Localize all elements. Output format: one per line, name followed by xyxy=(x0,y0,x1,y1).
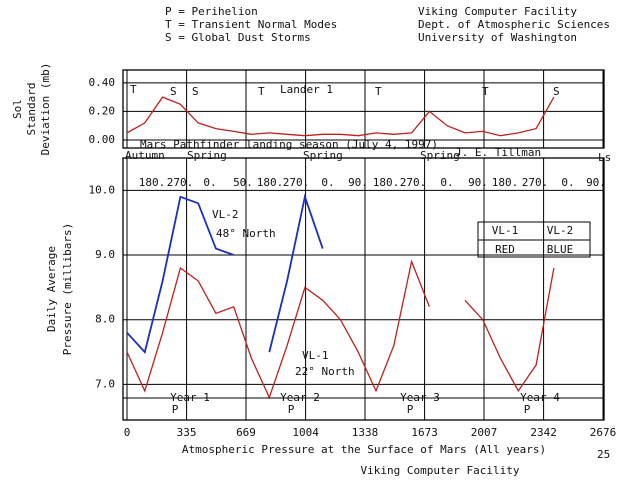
x-tick-label: 2007 xyxy=(471,426,498,439)
annotation: S xyxy=(170,85,177,98)
key-line: S = Global Dust Storms xyxy=(165,31,311,44)
annotation: Autumn xyxy=(125,149,165,162)
legend-entry: BLUE xyxy=(547,243,574,256)
series-line xyxy=(126,96,555,137)
annotation: S xyxy=(192,85,199,98)
annotation: 22° North xyxy=(295,365,355,378)
annotation: S xyxy=(553,85,560,98)
year-label: Year 2 xyxy=(280,391,320,404)
x-tick-label: 1673 xyxy=(411,426,438,439)
ls-label: 180. xyxy=(373,176,400,189)
year-label: Year 4 xyxy=(520,391,560,404)
plot-frame xyxy=(122,69,605,149)
ls-label: 270. xyxy=(167,176,194,189)
y-tick-label: 10.0 xyxy=(89,183,116,196)
ls-label: 90. xyxy=(348,176,368,189)
ls-label: 90. xyxy=(586,176,606,189)
perihelion-marker: P xyxy=(407,403,414,416)
legend-entry: VL-2 xyxy=(547,224,574,237)
ls-label: 180. xyxy=(139,176,166,189)
credit-line: Dept. of Atmospheric Sciences xyxy=(418,18,610,31)
y-tick-label: 0.40 xyxy=(89,76,116,89)
annotation: Spring xyxy=(187,149,227,162)
y-axis-label: Sol xyxy=(11,99,24,119)
y-tick-label: 9.0 xyxy=(95,248,115,261)
credit-line: University of Washington xyxy=(418,31,577,44)
annotation: Spring xyxy=(420,149,460,162)
annotation: T xyxy=(258,85,265,98)
credit-line: Viking Computer Facility xyxy=(418,5,577,18)
x-axis-label: Atmospheric Pressure at the Surface of M… xyxy=(182,443,546,456)
x-tick-label: 1338 xyxy=(352,426,379,439)
annotation: T xyxy=(375,85,382,98)
key-line: P = Perihelion xyxy=(165,5,258,18)
ls-label: 180. xyxy=(492,176,519,189)
ls-label: 180. xyxy=(257,176,284,189)
x-tick-label: 335 xyxy=(177,426,197,439)
annotation: Mars Pathfinder landing season (July 4, … xyxy=(140,138,438,151)
year-label: Year 1 xyxy=(170,391,210,404)
x-tick-label: 1004 xyxy=(292,426,319,439)
y-tick-label: 7.0 xyxy=(95,377,115,390)
ls-label: 0. xyxy=(440,176,453,189)
y-tick-label: 0.20 xyxy=(89,104,116,117)
series-line xyxy=(126,259,555,400)
year-label: Year 3 xyxy=(400,391,440,404)
annotation: 48° North xyxy=(216,227,276,240)
annotation: VL-1 xyxy=(302,349,329,362)
x-tick-label: 2676 xyxy=(590,426,617,439)
ls-label: 50. xyxy=(233,176,253,189)
y-axis-label: Deviation (mb) xyxy=(39,63,52,156)
ls-label: 0. xyxy=(321,176,334,189)
annotation: VL-2 xyxy=(212,208,239,221)
ls-label: 270. xyxy=(522,176,549,189)
ls-label: 270. xyxy=(283,176,310,189)
page-number: 25 xyxy=(597,448,610,461)
annotation: Ls xyxy=(598,151,611,164)
ls-label: 0. xyxy=(203,176,216,189)
ls-label: 90. xyxy=(468,176,488,189)
key-line: T = Transient Normal Modes xyxy=(165,18,337,31)
y-axis-label: Pressure (millibars) xyxy=(61,223,74,355)
ls-label: 0. xyxy=(561,176,574,189)
y-tick-label: 8.0 xyxy=(95,313,115,326)
annotation: Lander 1 xyxy=(280,83,333,96)
annotation: T xyxy=(482,85,489,98)
footer-title: Viking Computer Facility xyxy=(361,464,520,477)
perihelion-marker: P xyxy=(172,403,179,416)
annotation: T xyxy=(130,83,137,96)
y-axis-label: Daily Average xyxy=(45,246,58,332)
series-line xyxy=(126,193,324,354)
x-tick-label: 2342 xyxy=(530,426,557,439)
legend-entry: RED xyxy=(495,243,515,256)
ls-label: 270. xyxy=(400,176,427,189)
annotation: Spring xyxy=(303,149,343,162)
annotation: J. E. Tillman xyxy=(455,146,541,159)
y-tick-label: 0.00 xyxy=(89,133,116,146)
legend-entry: VL-1 xyxy=(492,224,519,237)
perihelion-marker: P xyxy=(524,403,531,416)
y-axis-label: Standard xyxy=(25,83,38,136)
perihelion-marker: P xyxy=(288,403,295,416)
x-tick-label: 669 xyxy=(236,426,256,439)
plot-frame xyxy=(122,157,605,421)
x-tick-label: 0 xyxy=(124,426,131,439)
